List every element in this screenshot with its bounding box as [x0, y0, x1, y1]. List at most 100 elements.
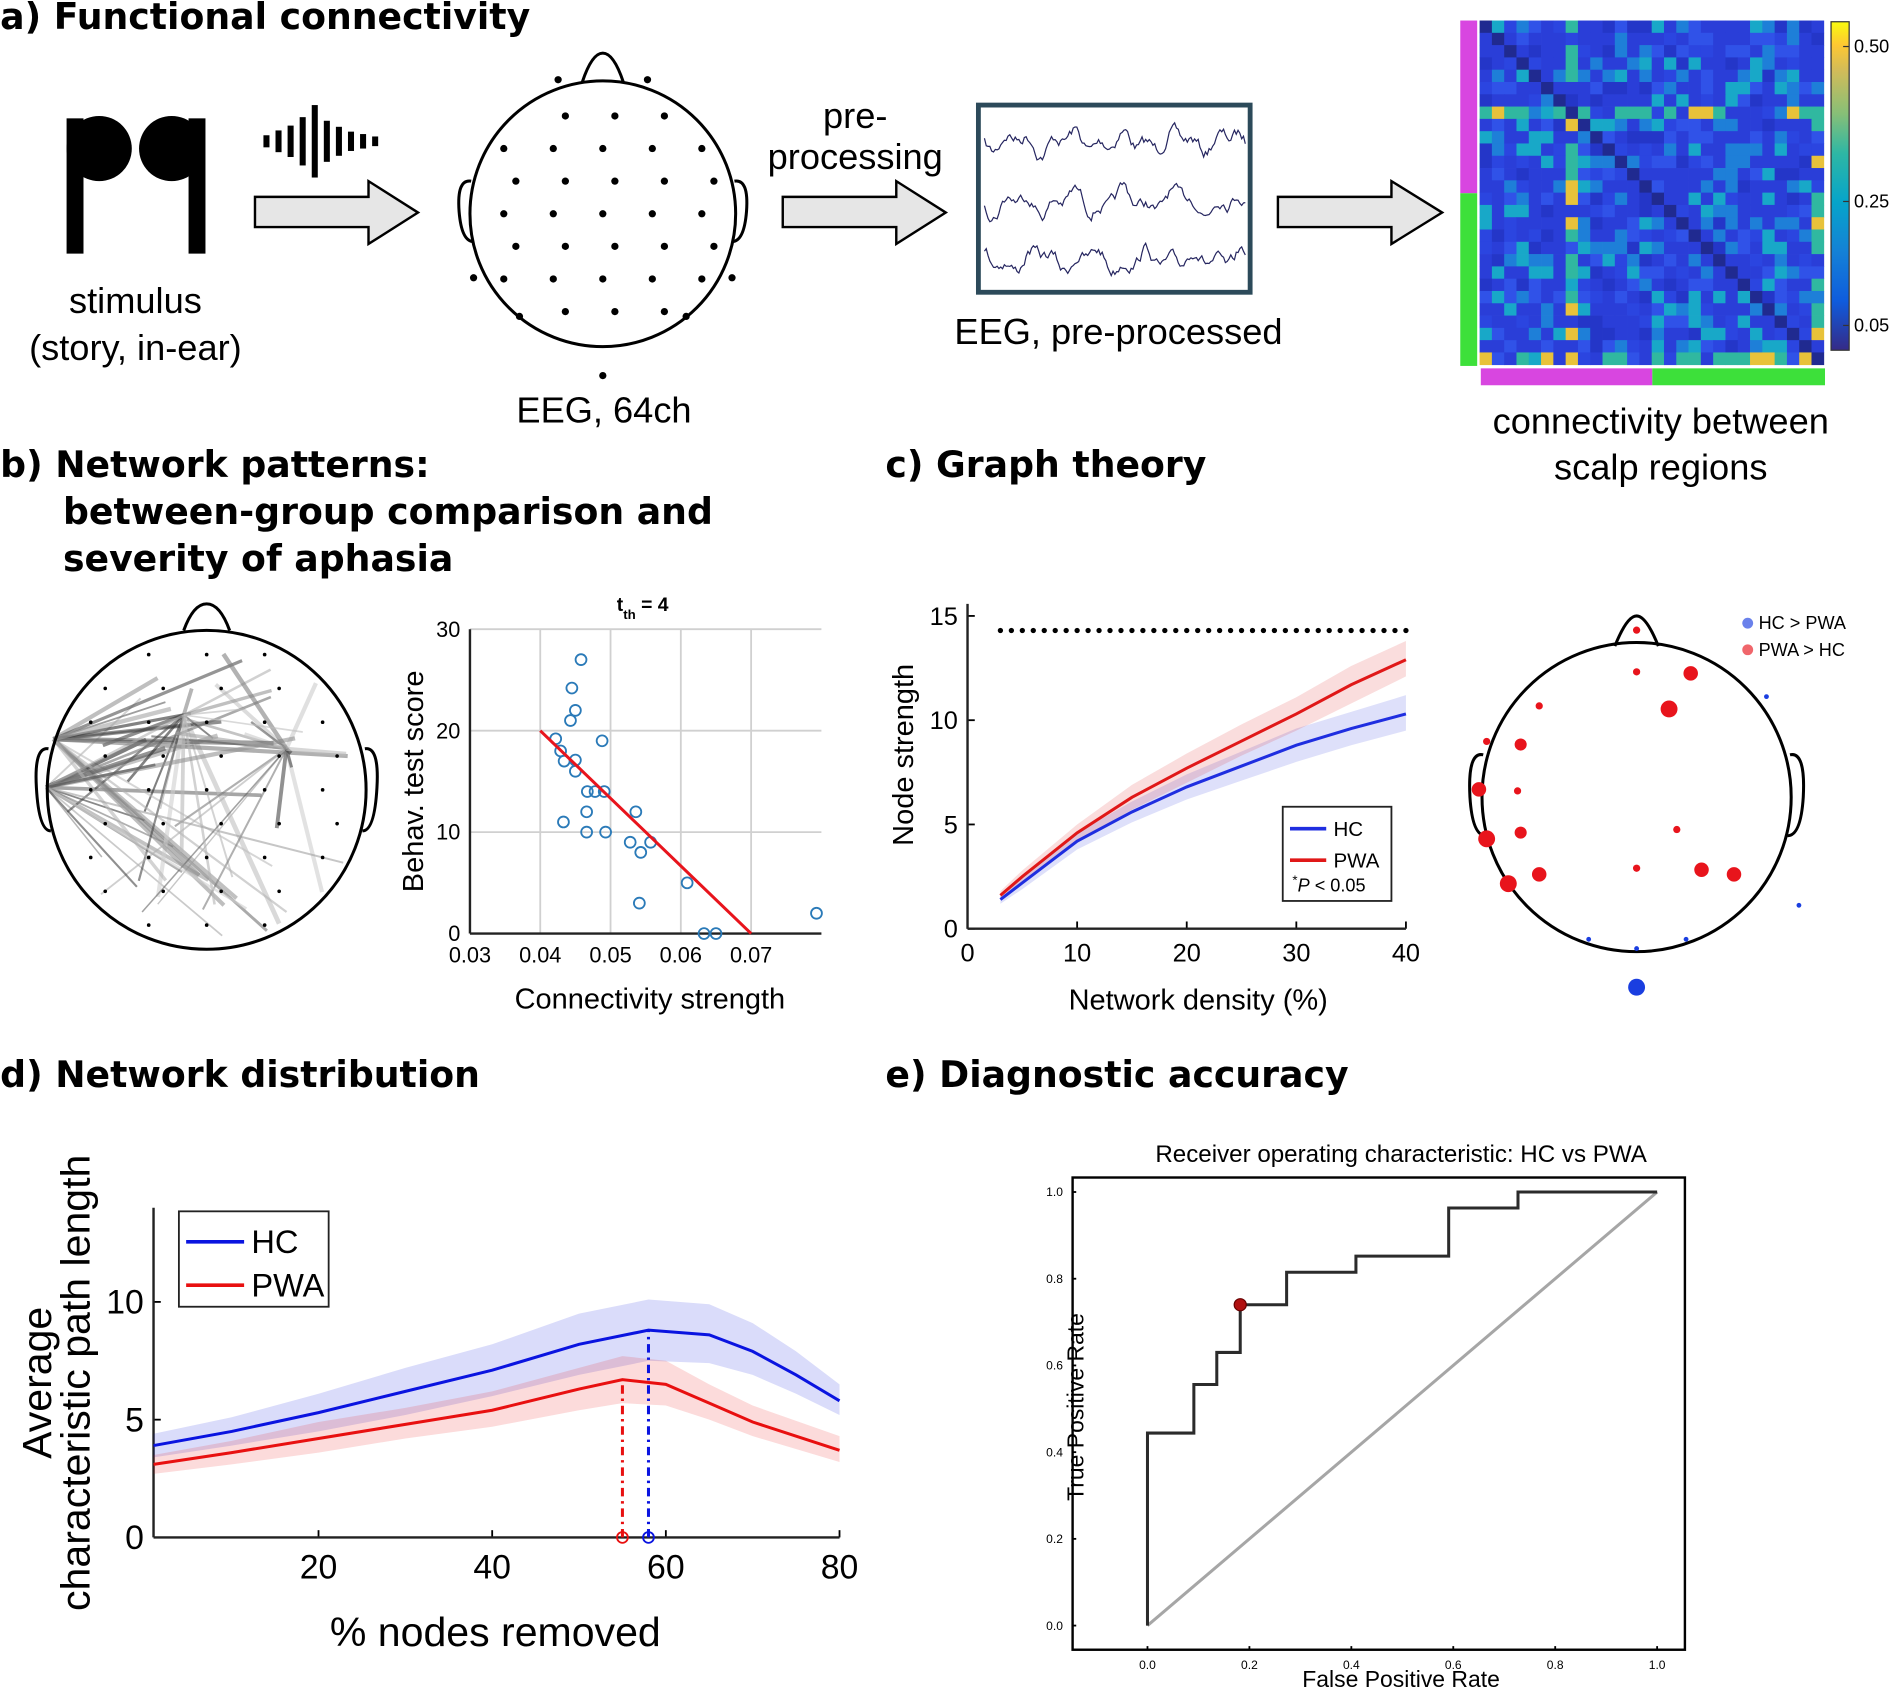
matrix-cell — [1713, 118, 1726, 132]
legend-box — [177, 1210, 330, 1308]
significance-marker — [1129, 627, 1135, 634]
matrix-cell — [1565, 266, 1579, 280]
fit-line — [539, 729, 753, 935]
matrix-cell — [1639, 266, 1653, 280]
head-ear — [34, 747, 52, 833]
matrix-cell — [1565, 278, 1579, 292]
electrode — [204, 720, 209, 725]
matrix-cell — [1491, 217, 1505, 230]
matrix-cell — [1762, 20, 1775, 34]
electrode — [648, 210, 656, 218]
matrix-cell — [1725, 180, 1739, 193]
matrix-cell — [1602, 278, 1616, 292]
electrode — [561, 177, 569, 185]
matrix-cell — [1786, 57, 1800, 71]
matrix-cell — [1577, 180, 1591, 193]
matrix-cell — [1651, 20, 1665, 34]
electrode — [500, 144, 508, 153]
matrix-cell — [1639, 106, 1653, 120]
matrix-cell — [1762, 155, 1775, 169]
electrode — [335, 821, 339, 826]
matrix-cell — [1774, 168, 1788, 181]
electrode — [648, 144, 656, 153]
matrix-cell — [1762, 241, 1775, 255]
electrode — [710, 242, 718, 250]
matrix-cell — [1774, 20, 1788, 34]
matrix-cell — [1516, 217, 1530, 230]
matrix-cell — [1750, 241, 1763, 255]
matrix-cell — [1553, 131, 1567, 144]
significance-marker — [1370, 627, 1376, 634]
y-axis-label: Average — [14, 1307, 60, 1459]
matrix-cell — [1799, 315, 1812, 329]
significance-marker — [1184, 627, 1190, 634]
matrix-cell — [1516, 20, 1530, 34]
matrix-cell — [1516, 106, 1530, 120]
matrix-cell — [1541, 32, 1554, 46]
matrix-cell — [1774, 131, 1788, 144]
electrode — [611, 307, 619, 316]
matrix-cell — [1725, 241, 1739, 255]
matrix-cell — [1811, 57, 1825, 71]
matrix-cell — [1651, 155, 1665, 169]
electrode — [204, 923, 209, 927]
matrix-cell — [1725, 254, 1739, 267]
matrix-cell — [1479, 32, 1493, 46]
matrix-cell — [1774, 106, 1788, 120]
effect-dot — [1632, 668, 1641, 676]
effect-dot — [1673, 825, 1681, 834]
matrix-cell — [1762, 94, 1775, 107]
matrix-cell — [1762, 340, 1775, 353]
matrix-cell — [1774, 327, 1788, 341]
matrix-cell — [1504, 143, 1517, 157]
matrix-cell — [1750, 315, 1763, 329]
matrix-cell — [1516, 229, 1530, 243]
matrix-cell — [1799, 94, 1812, 107]
matrix-cell — [1504, 278, 1517, 292]
matrix-cell — [1663, 327, 1677, 341]
matrix-cell — [1725, 143, 1739, 157]
x-axis-label: Connectivity strength — [515, 983, 786, 1015]
effect-dot — [1471, 782, 1487, 797]
x-tick-label: 0.07 — [730, 943, 772, 968]
effect-dot — [1632, 626, 1641, 634]
scatter-point — [599, 825, 612, 839]
matrix-cell — [1774, 192, 1788, 206]
matrix-cell — [1750, 266, 1763, 280]
matrix-cell — [1504, 155, 1517, 169]
network-edge — [250, 721, 288, 750]
legend-swatch — [1742, 644, 1754, 656]
matrix-cell — [1737, 94, 1751, 107]
electrode — [103, 686, 108, 691]
matrix-cell — [1676, 278, 1689, 292]
matrix-cell — [1479, 217, 1493, 230]
matrix-cell — [1590, 32, 1603, 46]
electrode — [611, 242, 619, 250]
matrix-cell — [1553, 57, 1567, 71]
matrix-cell — [1651, 266, 1665, 280]
matrix-cell — [1504, 254, 1517, 267]
matrix-cell — [1541, 20, 1554, 34]
matrix-cell — [1614, 290, 1628, 304]
electrode — [103, 821, 108, 826]
matrix-cell — [1528, 57, 1542, 71]
matrix-cell — [1700, 290, 1714, 304]
matrix-cell — [1614, 81, 1628, 95]
matrix-cell — [1799, 106, 1812, 120]
matrix-cell — [1516, 180, 1530, 193]
matrix-cell — [1676, 204, 1689, 218]
matrix-cell — [1528, 290, 1542, 304]
matrix-cell — [1479, 131, 1493, 144]
matrix-cell — [1590, 327, 1603, 341]
matrix-cell — [1676, 192, 1689, 206]
matrix-cell — [1786, 266, 1800, 280]
matrix-cell — [1541, 340, 1554, 353]
matrix-cell — [1516, 290, 1530, 304]
matrix-cell — [1504, 241, 1517, 255]
matrix-cell — [1750, 20, 1763, 34]
scatter-point — [633, 896, 646, 910]
matrix-cell — [1811, 20, 1825, 34]
matrix-cell — [1713, 45, 1726, 58]
region-bar — [1480, 368, 1653, 386]
scatter-point — [629, 805, 643, 819]
